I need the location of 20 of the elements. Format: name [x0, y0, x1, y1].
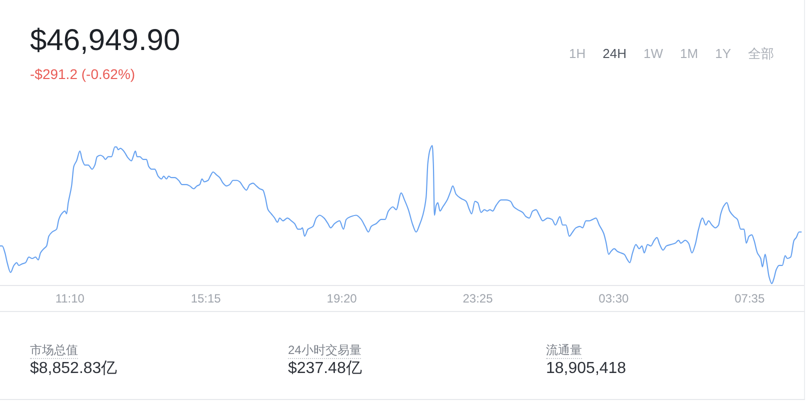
range-button: 全部: [748, 47, 774, 60]
stat-label: 24小时交易量: [288, 344, 362, 359]
stat-value: 18,905,418: [546, 361, 626, 377]
stat-label: 流通量: [546, 344, 582, 359]
subtitle: -$291.2 (-0.62%): [30, 66, 136, 82]
x-tick: 23:25: [462, 292, 493, 306]
range-button: 1Y: [715, 47, 731, 60]
x-tick: 15:15: [190, 292, 221, 306]
range-button: 1M: [680, 47, 698, 60]
range-button: 24H: [602, 47, 627, 60]
x-tick: 11:10: [55, 292, 84, 306]
title: $46,949.90: [30, 24, 180, 57]
range-button: 1W: [644, 47, 664, 60]
stat-label: 市场总值: [30, 344, 78, 359]
stat-value: $237.48亿: [288, 361, 362, 377]
stat-value: $8,852.83亿: [30, 361, 118, 377]
range-button: 1H: [569, 47, 586, 60]
x-tick: 07:35: [734, 292, 765, 306]
x-tick: 03:30: [598, 292, 629, 306]
x-tick: 19:20: [326, 292, 357, 306]
